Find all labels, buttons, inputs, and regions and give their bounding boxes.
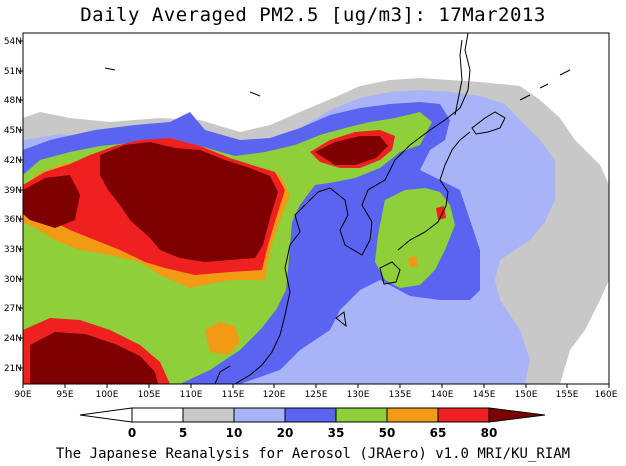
- colorbar-label: 65: [430, 426, 447, 440]
- lat-tick-label: 54N: [4, 37, 22, 47]
- lon-tick-label: 130E: [347, 390, 370, 400]
- colorbar-label: 80: [481, 426, 498, 440]
- map-footer: The Japanese Reanalysis for Aerosol (JRA…: [55, 446, 571, 462]
- colorbar-swatch: [284, 407, 337, 423]
- colorbar-label: 10: [226, 426, 243, 440]
- lon-tick-label: 120E: [263, 390, 286, 400]
- colorbar-label: 20: [277, 426, 294, 440]
- lon-tick-label: 160E: [595, 390, 618, 400]
- lon-tick-label: 110E: [180, 390, 203, 400]
- lon-tick-label: 90E: [14, 390, 31, 400]
- lat-tick-label: 36N: [4, 215, 22, 225]
- lat-tick-label: 30N: [4, 275, 22, 285]
- lon-tick-marks: [22, 384, 610, 388]
- pm25-shading: [23, 78, 609, 384]
- lat-tick-labels: 54N 51N 48N 45N 42N 39N 36N 33N 30N 27N …: [4, 37, 22, 374]
- colorbar-swatch: [437, 407, 490, 423]
- colorbar-swatch: [182, 407, 235, 423]
- lat-tick-label: 39N: [4, 186, 22, 196]
- pm25-level-65-80: [436, 206, 446, 220]
- lat-tick-label: 48N: [4, 96, 22, 106]
- lat-tick-label: 51N: [4, 67, 22, 77]
- colorbar-label: 50: [379, 426, 396, 440]
- lon-tick-label: 100E: [96, 390, 119, 400]
- colorbar-low-arrow: [79, 407, 133, 423]
- lon-tick-label: 145E: [473, 390, 496, 400]
- lat-tick-label: 21N: [4, 364, 22, 374]
- lat-tick-label: 33N: [4, 245, 22, 255]
- colorbar-high-arrow: [488, 407, 546, 423]
- lon-tick-label: 95E: [56, 390, 73, 400]
- colorbar-swatch: [386, 407, 439, 423]
- colorbar-label: 0: [128, 426, 136, 440]
- pm25-level-80-plus: [30, 332, 158, 384]
- colorbar-label: 35: [328, 426, 345, 440]
- lat-tick-label: 45N: [4, 126, 22, 136]
- lat-tick-label: 24N: [4, 334, 22, 344]
- lon-tick-label: 155E: [556, 390, 579, 400]
- colorbar-swatch: [233, 407, 286, 423]
- pm25-level-80-plus: [315, 136, 388, 165]
- pm25-level-35-50: [375, 188, 455, 288]
- lon-tick-label: 135E: [389, 390, 412, 400]
- pm25-level-50-65: [408, 256, 418, 268]
- pm25-level-80-plus: [23, 142, 278, 262]
- lat-tick-label: 42N: [4, 156, 22, 166]
- lon-tick-label: 115E: [222, 390, 245, 400]
- lon-tick-label: 125E: [305, 390, 328, 400]
- lon-tick-label: 105E: [138, 390, 161, 400]
- colorbar-swatch: [131, 407, 184, 423]
- colorbar-swatch: [335, 407, 388, 423]
- colorbar-label: 5: [179, 426, 187, 440]
- colorbar: 0 5 10 20 35 50 65 80: [79, 407, 546, 440]
- lat-tick-marks: [19, 40, 23, 369]
- pm25-level-50-65: [205, 322, 240, 355]
- map-title: Daily Averaged PM2.5 [ug/m3]: 17Mar2013: [80, 4, 546, 26]
- lon-tick-labels: 90E 95E 100E 105E 110E 115E 120E 125E 13…: [14, 390, 617, 400]
- lat-tick-label: 27N: [4, 304, 22, 314]
- lon-tick-label: 150E: [515, 390, 538, 400]
- lon-tick-label: 140E: [431, 390, 454, 400]
- coastlines: [104, 33, 571, 384]
